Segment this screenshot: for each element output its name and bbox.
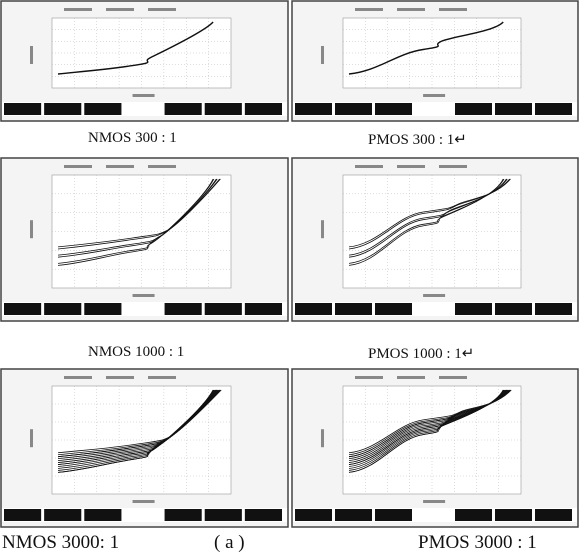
softkey bbox=[244, 103, 282, 115]
softkey bbox=[84, 303, 122, 315]
softkey bbox=[535, 509, 572, 521]
softkey bbox=[164, 303, 202, 315]
header-label bbox=[439, 8, 467, 11]
header-label bbox=[397, 165, 425, 168]
plot-area bbox=[51, 17, 232, 89]
axis-label bbox=[423, 500, 446, 503]
axis-label bbox=[423, 294, 446, 297]
caption: ( a ) bbox=[214, 532, 245, 553]
caption: NMOS 3000: 1 bbox=[2, 532, 120, 553]
header-label bbox=[439, 165, 467, 168]
caption: NMOS 1000 : 1 bbox=[88, 344, 185, 360]
caption: PMOS 3000 : 1 bbox=[418, 532, 537, 553]
trace bbox=[348, 389, 510, 458]
header-label bbox=[397, 376, 425, 379]
trace bbox=[57, 178, 218, 256]
trace bbox=[348, 178, 511, 248]
softkey bbox=[535, 103, 572, 115]
softkey bbox=[375, 509, 412, 521]
axis-label bbox=[30, 429, 33, 448]
trace bbox=[57, 178, 221, 248]
softkey bbox=[335, 103, 372, 115]
trace bbox=[57, 21, 214, 75]
trace bbox=[57, 389, 217, 465]
header-label bbox=[106, 165, 134, 168]
softkey bbox=[44, 509, 82, 521]
axis-label bbox=[132, 500, 155, 503]
softkey bbox=[4, 509, 42, 521]
softkey bbox=[335, 303, 372, 315]
header-label bbox=[106, 376, 134, 379]
trace bbox=[348, 21, 504, 75]
axis-label bbox=[132, 94, 155, 97]
caption: PMOS 1000 : 1↵ bbox=[368, 346, 475, 362]
caption: PMOS 300 : 1↵ bbox=[368, 132, 467, 148]
softkey bbox=[44, 103, 82, 115]
trace bbox=[348, 389, 507, 465]
softkey bbox=[375, 103, 412, 115]
softkey bbox=[455, 509, 492, 521]
trace bbox=[57, 389, 220, 458]
axis-label bbox=[132, 294, 155, 297]
header-label bbox=[148, 8, 176, 11]
header-label bbox=[64, 8, 92, 11]
header-label bbox=[106, 8, 134, 11]
header-label bbox=[148, 165, 176, 168]
axis-label bbox=[321, 46, 324, 64]
trace bbox=[348, 389, 512, 454]
softkey bbox=[244, 509, 282, 521]
axis-label bbox=[321, 429, 324, 448]
softkey bbox=[44, 303, 82, 315]
trace bbox=[348, 178, 508, 256]
softkey bbox=[204, 303, 242, 315]
softkey bbox=[495, 303, 532, 315]
softkey bbox=[164, 103, 202, 115]
softkey bbox=[535, 303, 572, 315]
axis-label bbox=[30, 46, 33, 64]
header-label bbox=[64, 376, 92, 379]
softkey bbox=[455, 103, 492, 115]
header-label bbox=[355, 8, 383, 11]
trace bbox=[348, 178, 505, 264]
softkey bbox=[495, 509, 532, 521]
header-label bbox=[355, 376, 383, 379]
softkey bbox=[84, 103, 122, 115]
header-label bbox=[355, 165, 383, 168]
softkey bbox=[295, 303, 332, 315]
trace bbox=[57, 389, 214, 473]
axis-label bbox=[321, 220, 324, 239]
axis-label bbox=[423, 94, 446, 97]
trace bbox=[348, 178, 510, 250]
softkey bbox=[375, 303, 412, 315]
trace bbox=[348, 389, 511, 456]
softkey bbox=[295, 103, 332, 115]
softkey bbox=[295, 509, 332, 521]
softkey bbox=[204, 509, 242, 521]
softkey bbox=[4, 103, 42, 115]
axis-label bbox=[30, 220, 33, 239]
softkey bbox=[335, 509, 372, 521]
softkey bbox=[84, 509, 122, 521]
caption: NMOS 300 : 1 bbox=[88, 130, 177, 146]
header-label bbox=[439, 376, 467, 379]
header-label bbox=[64, 165, 92, 168]
softkey bbox=[204, 103, 242, 115]
header-label bbox=[148, 376, 176, 379]
header-label bbox=[397, 8, 425, 11]
softkey bbox=[455, 303, 492, 315]
softkey bbox=[495, 103, 532, 115]
softkey bbox=[4, 303, 42, 315]
softkey bbox=[164, 509, 202, 521]
trace bbox=[348, 389, 504, 473]
softkey bbox=[244, 303, 282, 315]
trace bbox=[57, 178, 215, 264]
plot-area bbox=[342, 17, 522, 89]
